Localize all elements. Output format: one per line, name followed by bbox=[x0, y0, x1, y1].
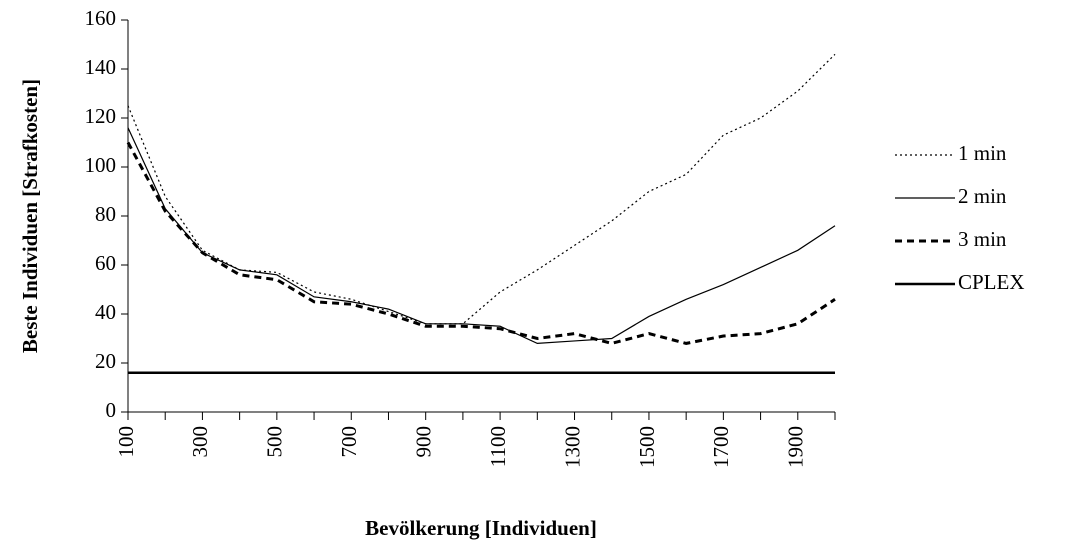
x-axis-title: Bevölkerung [Individuen] bbox=[365, 516, 597, 540]
y-tick-label: 80 bbox=[95, 202, 116, 226]
x-tick-label: 500 bbox=[263, 426, 287, 458]
x-tick-label: 900 bbox=[411, 426, 435, 458]
y-tick-label: 140 bbox=[85, 55, 117, 79]
x-tick-label: 1700 bbox=[709, 426, 733, 468]
y-tick-label: 0 bbox=[106, 398, 117, 422]
legend-label: 1 min bbox=[958, 141, 1007, 165]
y-tick-label: 100 bbox=[85, 153, 117, 177]
y-tick-label: 20 bbox=[95, 349, 116, 373]
x-tick-label: 1100 bbox=[486, 426, 510, 467]
legend-label: 3 min bbox=[958, 227, 1007, 251]
x-tick-label: 700 bbox=[337, 426, 361, 458]
y-axis-title: Beste Individuen [Strafkosten] bbox=[18, 79, 42, 353]
x-tick-label: 1500 bbox=[635, 426, 659, 468]
y-tick-label: 120 bbox=[85, 104, 117, 128]
legend-label: CPLEX bbox=[958, 270, 1025, 294]
x-tick-label: 1300 bbox=[560, 426, 584, 468]
y-tick-label: 60 bbox=[95, 251, 116, 275]
legend-label: 2 min bbox=[958, 184, 1007, 208]
x-tick-label: 1900 bbox=[784, 426, 808, 468]
series-line bbox=[127, 127, 836, 345]
x-tick-label: 100 bbox=[114, 426, 138, 458]
x-tick-label: 300 bbox=[188, 426, 212, 458]
y-tick-label: 40 bbox=[95, 300, 116, 324]
series-line bbox=[126, 141, 836, 345]
series-line bbox=[127, 53, 836, 325]
y-tick-label: 160 bbox=[85, 6, 117, 30]
